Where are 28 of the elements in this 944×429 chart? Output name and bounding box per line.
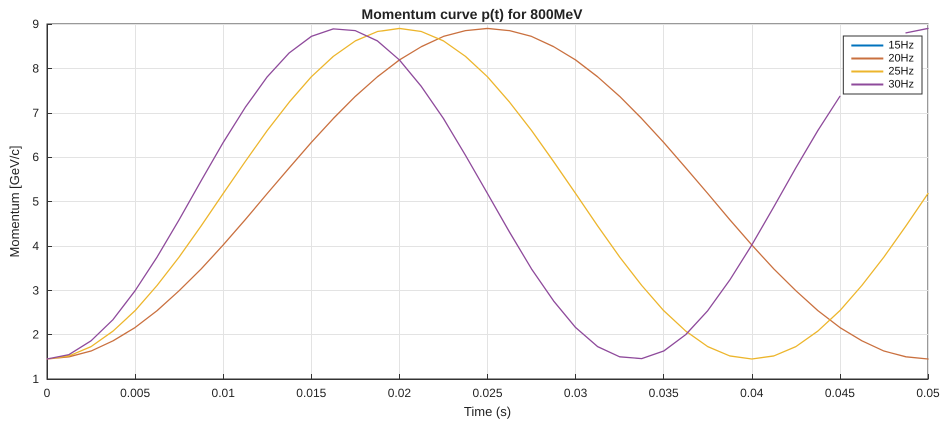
y-tick-label: 6 xyxy=(32,150,40,164)
legend-label: 25Hz xyxy=(888,66,914,78)
x-tick-label: 0.015 xyxy=(296,386,327,400)
x-tick-label: 0.05 xyxy=(916,386,940,400)
x-tick-label: 0.045 xyxy=(824,386,856,400)
y-tick-label: 2 xyxy=(32,328,40,342)
x-tick-label: 0.04 xyxy=(740,386,764,400)
line-series xyxy=(46,28,929,360)
y-tick-label: 8 xyxy=(32,61,40,76)
y-tick-label: 9 xyxy=(32,17,40,31)
x-tick-label: 0 xyxy=(44,386,51,400)
y-tick-label: 5 xyxy=(32,194,40,208)
chart-title: Momentum curve p(t) for 800MeV xyxy=(362,6,584,22)
y-tick-label: 7 xyxy=(32,106,40,120)
y-tick-label: 1 xyxy=(32,372,40,386)
x-tick-label: 0.02 xyxy=(388,386,412,400)
x-tick-label: 0.03 xyxy=(564,386,588,400)
y-tick-label: 4 xyxy=(32,238,40,253)
y-tick-label: 3 xyxy=(32,283,40,298)
x-tick-label: 0.035 xyxy=(648,386,680,400)
legend-label: 30Hz xyxy=(888,78,914,90)
legend-label: 15Hz xyxy=(888,40,914,52)
x-axis-title: Time (s) xyxy=(464,404,512,419)
x-tick-label: 0.005 xyxy=(120,386,150,400)
y-axis-title: Momentum [GeV/c] xyxy=(7,146,22,258)
legend-label: 20Hz xyxy=(888,52,914,64)
x-tick-label: 0.01 xyxy=(212,386,236,400)
x-tick-label: 0.025 xyxy=(472,386,503,400)
